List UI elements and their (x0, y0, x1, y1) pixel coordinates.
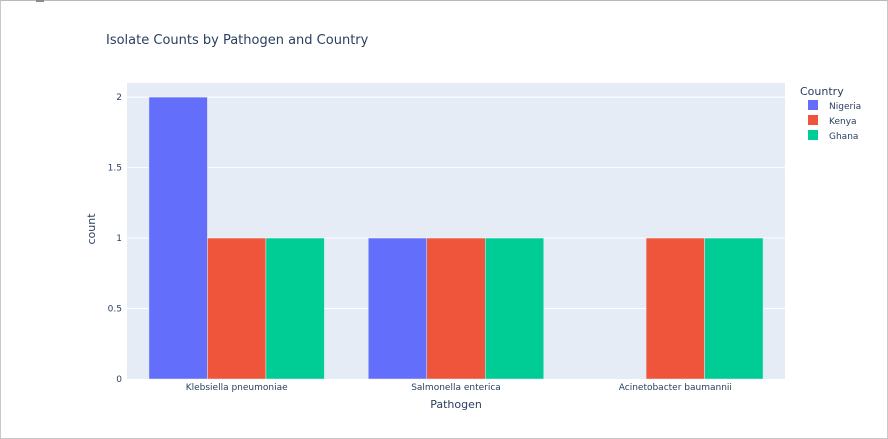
bar-kenya-1[interactable] (426, 237, 486, 380)
bar-ghana-1[interactable] (484, 237, 544, 380)
legend: Country Nigeria Kenya Ghana (800, 85, 861, 142)
x-tick-label: Klebsiella pneumoniae (186, 383, 288, 393)
bars (148, 96, 764, 380)
y-tick-label: 0 (116, 375, 122, 385)
x-tick-label: Salmonella enterica (411, 383, 501, 393)
y-tick-label: 1 (116, 234, 122, 244)
y-tick-label: 0.5 (108, 305, 122, 315)
legend-swatch-ghana[interactable] (808, 130, 818, 140)
x-axis-label: Pathogen (430, 398, 482, 411)
x-tick-labels: Klebsiella pneumoniae Salmonella enterica… (186, 383, 732, 393)
legend-label-nigeria[interactable]: Nigeria (829, 102, 861, 112)
x-tick-label: Acinetobacter baumannii (619, 383, 732, 393)
legend-swatch-nigeria[interactable] (808, 100, 818, 110)
legend-title: Country (800, 85, 844, 98)
legend-swatch-kenya[interactable] (808, 115, 818, 125)
bar-kenya-0[interactable] (207, 237, 267, 380)
chart-title: Isolate Counts by Pathogen and Country (106, 33, 369, 48)
bar-kenya-2[interactable] (645, 237, 705, 380)
bar-ghana-0[interactable] (265, 237, 325, 380)
y-tick-label: 2 (116, 93, 122, 103)
legend-label-ghana[interactable]: Ghana (829, 132, 858, 142)
top-left-mark (36, 0, 44, 2)
bar-ghana-2[interactable] (704, 237, 764, 380)
bar-nigeria-1[interactable] (368, 237, 428, 380)
bar-nigeria-0[interactable] (148, 96, 208, 380)
y-tick-label: 1.5 (108, 164, 122, 174)
y-tick-labels: 0 0.5 1 1.5 2 (108, 93, 123, 385)
y-axis-label: count (85, 213, 98, 245)
legend-label-kenya[interactable]: Kenya (829, 117, 857, 127)
